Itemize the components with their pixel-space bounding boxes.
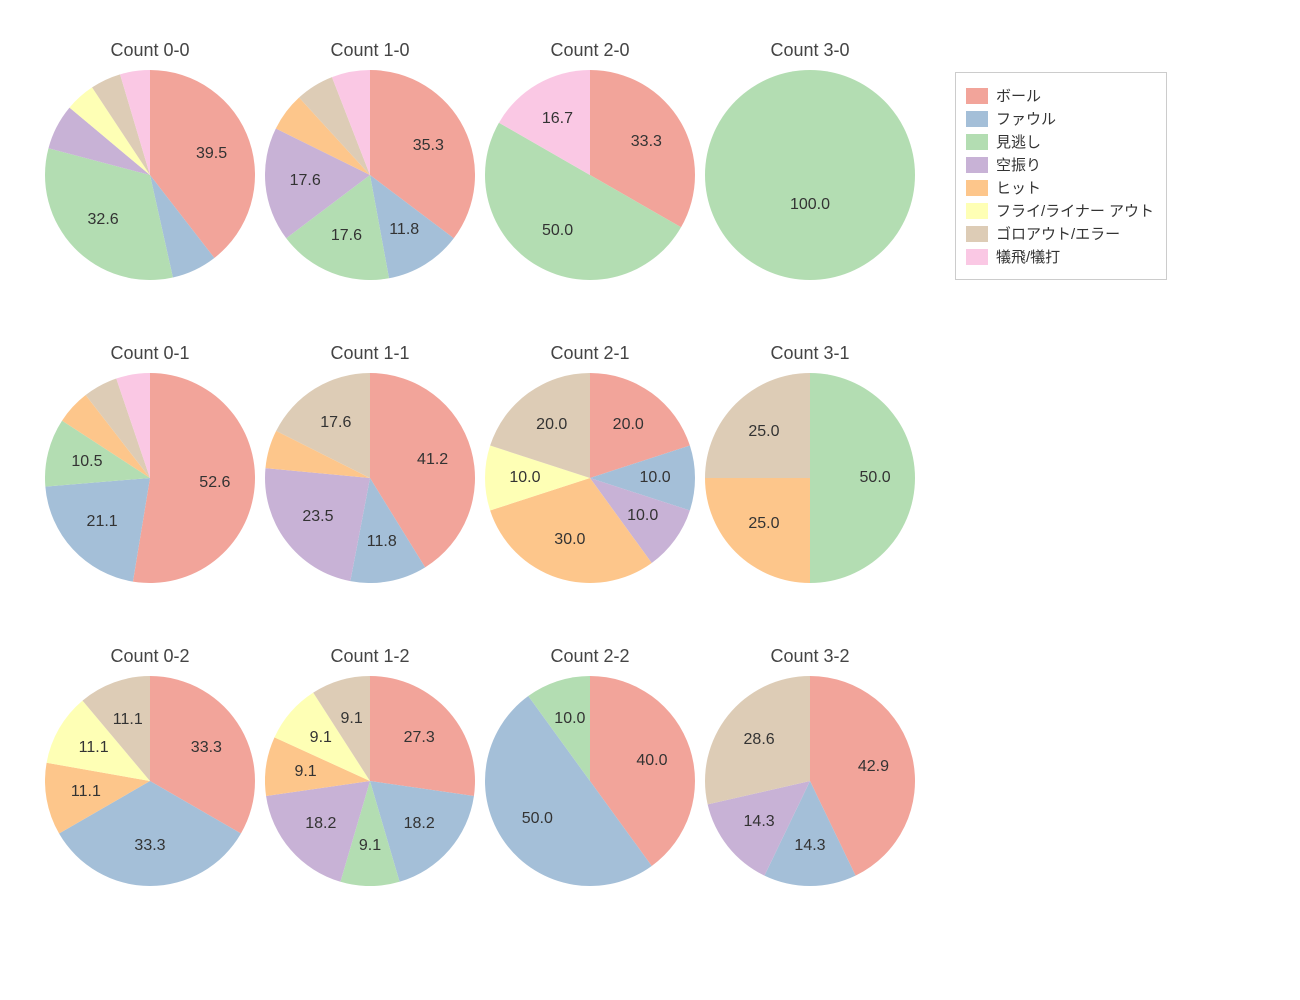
pie-chart [485, 373, 695, 583]
pie-slice [133, 373, 255, 583]
legend-swatch [966, 134, 988, 150]
chart-title: Count 1-0 [260, 40, 480, 61]
legend-item: 空振り [966, 154, 1154, 175]
legend-label: ゴロアウト/エラー [996, 223, 1120, 244]
pie-slice [45, 478, 150, 582]
legend-swatch [966, 249, 988, 265]
legend-item: ファウル [966, 108, 1154, 129]
pie-chart [45, 373, 255, 583]
pie-chart [265, 70, 475, 280]
legend-item: ゴロアウト/エラー [966, 223, 1154, 244]
chart-title: Count 1-2 [260, 646, 480, 667]
legend: ボールファウル見逃し空振りヒットフライ/ライナー アウトゴロアウト/エラー犠飛/… [955, 72, 1167, 280]
pie-slice [705, 70, 915, 280]
pie-slice [705, 373, 810, 478]
chart-title: Count 3-2 [700, 646, 920, 667]
chart-title: Count 0-1 [40, 343, 260, 364]
legend-swatch [966, 111, 988, 127]
legend-label: ヒット [996, 177, 1041, 198]
legend-item: 犠飛/犠打 [966, 246, 1154, 267]
legend-item: ヒット [966, 177, 1154, 198]
pie-chart [485, 70, 695, 280]
pie-chart [45, 70, 255, 280]
pie-slice [370, 676, 475, 796]
legend-label: ボール [996, 85, 1041, 106]
legend-label: 犠飛/犠打 [996, 246, 1060, 267]
legend-swatch [966, 226, 988, 242]
pie-chart [485, 676, 695, 886]
pie-slice [705, 478, 810, 583]
legend-label: フライ/ライナー アウト [996, 200, 1154, 221]
chart-title: Count 1-1 [260, 343, 480, 364]
pie-slice [810, 373, 915, 583]
pie-chart [45, 676, 255, 886]
legend-item: 見逃し [966, 131, 1154, 152]
legend-label: ファウル [996, 108, 1056, 129]
chart-title: Count 2-0 [480, 40, 700, 61]
pie-chart [705, 373, 915, 583]
legend-item: フライ/ライナー アウト [966, 200, 1154, 221]
pie-chart [265, 373, 475, 583]
pie-chart [705, 70, 915, 280]
pie-chart [705, 676, 915, 886]
chart-title: Count 3-0 [700, 40, 920, 61]
legend-label: 空振り [996, 154, 1041, 175]
legend-swatch [966, 180, 988, 196]
chart-title: Count 3-1 [700, 343, 920, 364]
chart-grid: Count 0-039.532.6Count 1-035.311.817.617… [0, 0, 1300, 1000]
legend-swatch [966, 157, 988, 173]
pie-chart [265, 676, 475, 886]
chart-title: Count 0-2 [40, 646, 260, 667]
chart-title: Count 2-2 [480, 646, 700, 667]
legend-item: ボール [966, 85, 1154, 106]
legend-swatch [966, 88, 988, 104]
legend-label: 見逃し [996, 131, 1041, 152]
chart-title: Count 2-1 [480, 343, 700, 364]
legend-swatch [966, 203, 988, 219]
chart-title: Count 0-0 [40, 40, 260, 61]
